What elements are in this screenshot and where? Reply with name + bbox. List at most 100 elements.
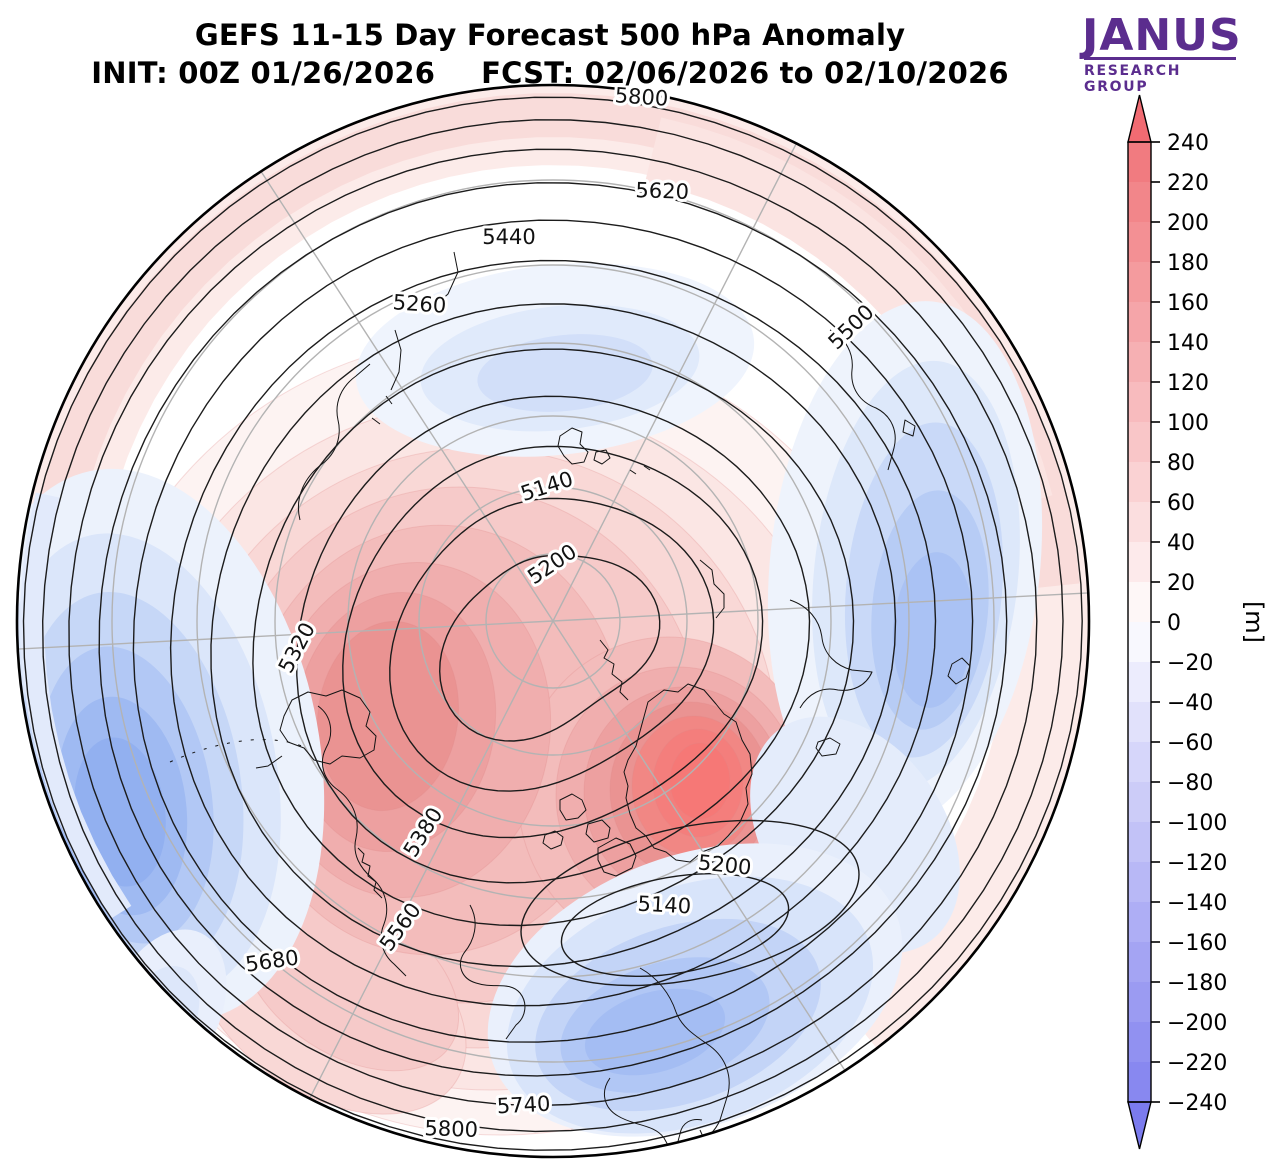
fcst-label: FCST: 02/06/2026 to 02/10/2026 (481, 56, 1009, 90)
colorbar-segment (1128, 902, 1151, 942)
coastline-na-east-coast (639, 967, 730, 1147)
colorbar-tick-label: −140 (1167, 891, 1227, 916)
contour-5140-cutoff (560, 872, 790, 978)
colorbar-tick-label: −120 (1167, 851, 1227, 876)
init-label: INIT: 00Z 01/26/2026 (91, 56, 436, 90)
colorbar-segment (1128, 182, 1151, 222)
logo-wordmark: JANUS (1082, 10, 1242, 61)
contour-label: 5440 (482, 225, 535, 249)
colorbar-segment (1128, 982, 1151, 1022)
colorbar-tick-label: −200 (1167, 1011, 1227, 1036)
negative-anomaly-region (17, 263, 1043, 1137)
contour-label: 5740 (496, 1092, 551, 1119)
contour-5740 (41, 119, 1064, 1133)
header: GEFS 11-15 Day Forecast 500 hPa Anomaly … (0, 0, 1100, 90)
contour-5380 (252, 348, 855, 927)
meridian-line (17, 620, 554, 650)
contour-label: 5140 (637, 892, 692, 919)
colorbar-segment (1128, 302, 1151, 342)
colorbar-tick-label: −20 (1167, 651, 1213, 676)
contour-5620 (98, 182, 1008, 1077)
coastline-alaska (255, 689, 377, 769)
negative-anomaly-rim-band (20, 492, 132, 919)
colorbar-segment (1128, 462, 1151, 502)
colorbar-segment (1128, 662, 1151, 702)
contour-5320 (296, 395, 811, 884)
colorbar-tick-label: −40 (1167, 691, 1213, 716)
colorbar-tick-label: −220 (1167, 1051, 1227, 1076)
parallel-circle (347, 415, 759, 827)
map-boundary (15, 83, 1091, 1159)
colorbar-tick-label: −80 (1167, 771, 1213, 796)
colorbar-segment (1128, 942, 1151, 982)
colorbar-tick-label: 220 (1167, 171, 1209, 196)
coastline-greenland (623, 683, 753, 863)
parallel-circle (196, 264, 910, 978)
colorbar-segment (1128, 142, 1151, 182)
colorbar-segment (1128, 422, 1151, 462)
meridian-line (552, 592, 1089, 622)
coastline-british-isles (947, 657, 971, 685)
coastline-svalbard (557, 427, 651, 475)
page-subtitle: INIT: 00Z 01/26/2026 FCST: 02/06/2026 to … (0, 56, 1100, 90)
colorbar-segment (1128, 262, 1151, 302)
colorbar-tick-label: −160 (1167, 931, 1227, 956)
coastline-norway (599, 639, 629, 701)
colorbar-tick-label: 60 (1167, 491, 1195, 516)
colorbar-tick-label: 100 (1167, 411, 1209, 436)
colorbar-tick-label: −180 (1167, 971, 1227, 996)
colorbar-tick-label: 40 (1167, 531, 1195, 556)
colorbar-segment (1128, 1022, 1151, 1062)
contour-5260 (342, 445, 764, 839)
colorbar-segment (1128, 502, 1151, 542)
colorbar-tick-label: 0 (1167, 611, 1181, 636)
colorbar-segment (1128, 582, 1151, 622)
coastline-cuba (689, 1139, 729, 1155)
parallel-circle (418, 486, 688, 756)
colorbar-segment (1128, 542, 1151, 582)
colorbar-tick-label: 200 (1167, 211, 1209, 236)
colorbar-tick-label: 240 (1167, 131, 1209, 156)
contour-5200 (389, 497, 715, 792)
height-contours (22, 96, 1083, 1151)
colorbar-segment (1128, 742, 1151, 782)
contour-5500 (169, 259, 937, 1007)
contour-5800 (22, 96, 1083, 1151)
parallel-circle (274, 342, 832, 900)
contour-5440 (210, 303, 897, 968)
colorbar-tick-label: 120 (1167, 371, 1209, 396)
colorbar-segment (1128, 702, 1151, 742)
meridian-line (260, 171, 554, 622)
contour-label: 5260 (392, 290, 447, 318)
colorbar-tick-label: −100 (1167, 811, 1227, 836)
contour-5140 (438, 554, 661, 742)
rim-band-segment (20, 492, 132, 919)
colorbar-segment (1128, 222, 1151, 262)
colorbar-tick-label: 140 (1167, 331, 1209, 356)
coastline-canadian-arctic (542, 793, 637, 877)
contour-5560 (132, 219, 974, 1043)
coastline-bc-fjords (357, 847, 383, 899)
janus-logo: JANUS RESEARCH GROUP (1082, 10, 1252, 95)
meridian-line (309, 620, 554, 1099)
colorbar: 240220200180160140120100806040200−20−40−… (1127, 94, 1268, 1150)
colorbar-tick-label: 180 (1167, 251, 1209, 276)
coastline-scandinavia (789, 599, 873, 709)
page-title: GEFS 11-15 Day Forecast 500 hPa Anomaly (194, 18, 906, 52)
colorbar-tick-label: −240 (1167, 1091, 1227, 1116)
colorbar-segment (1128, 782, 1151, 822)
colorbar-segment (1128, 822, 1151, 862)
colorbar-tick-label: 20 (1167, 571, 1195, 596)
contour-label: 5800 (424, 1116, 478, 1142)
colorbar-segment (1128, 862, 1151, 902)
colorbar-tick-label: −60 (1167, 731, 1213, 756)
contour-5200-cutoff (520, 819, 860, 987)
logo-underline (1084, 57, 1236, 61)
coastline-na-west-coast (317, 705, 407, 977)
colorbar-tick-label: 80 (1167, 451, 1195, 476)
colorbar-arrow-top (1127, 94, 1152, 143)
coastline-novaya-zemlya (699, 559, 725, 619)
parallel-circle (111, 179, 995, 1063)
